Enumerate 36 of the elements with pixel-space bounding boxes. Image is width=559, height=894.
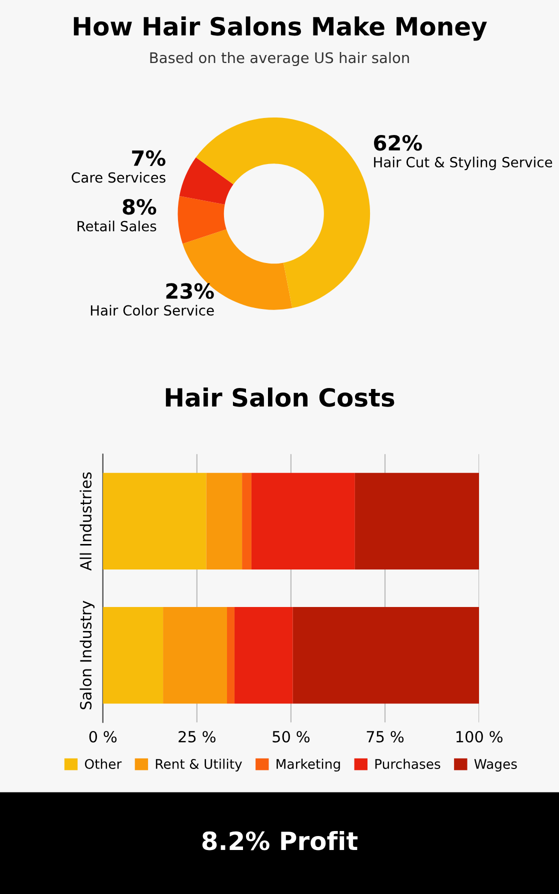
x-tick-label: 50 %	[272, 730, 310, 743]
text: 8.2% Profit	[202, 830, 358, 850]
slice-label: Care Services	[72, 172, 166, 183]
data-label: 62%	[374, 134, 422, 151]
bar	[163, 607, 228, 704]
x-tick-label: 75 %	[366, 730, 404, 743]
data-label: 8%	[122, 198, 156, 215]
bar	[102, 472, 206, 570]
bar	[242, 472, 252, 570]
y-tick-label: Salon Industry	[80, 600, 95, 710]
donut-slice	[179, 157, 234, 204]
bar	[102, 607, 164, 704]
bar	[251, 472, 355, 570]
legend-label: Rent & Utility	[156, 758, 242, 772]
x-tick-label: 100 %	[456, 730, 502, 743]
legend-label: Marketing	[276, 758, 340, 772]
bar	[234, 607, 293, 704]
chart-title: Hair Salon Costs	[166, 388, 394, 407]
donut-slice	[178, 196, 226, 244]
slice-label: Hair Cut & Styling Service	[374, 156, 552, 170]
chart-subtitle: Based on the average US hair salon	[150, 52, 409, 66]
data-label: 7%	[132, 150, 166, 166]
bar	[354, 472, 480, 570]
legend-label: Purchases	[375, 758, 440, 769]
legend-label: Wages	[474, 759, 517, 772]
bar	[227, 607, 235, 704]
data-label: 23%	[166, 283, 214, 299]
x-tick-label: 0 %	[89, 730, 117, 743]
bar	[206, 472, 242, 570]
slice-label: Retail Sales	[78, 220, 156, 232]
bar	[292, 607, 480, 704]
x-tick-label: 25 %	[178, 730, 216, 743]
legend-label: Other	[84, 758, 122, 769]
y-tick-label: All Industries	[80, 472, 92, 571]
chart-title: How Hair Salons Make Money	[74, 16, 487, 41]
slice-label: Hair Color Service	[90, 304, 214, 316]
